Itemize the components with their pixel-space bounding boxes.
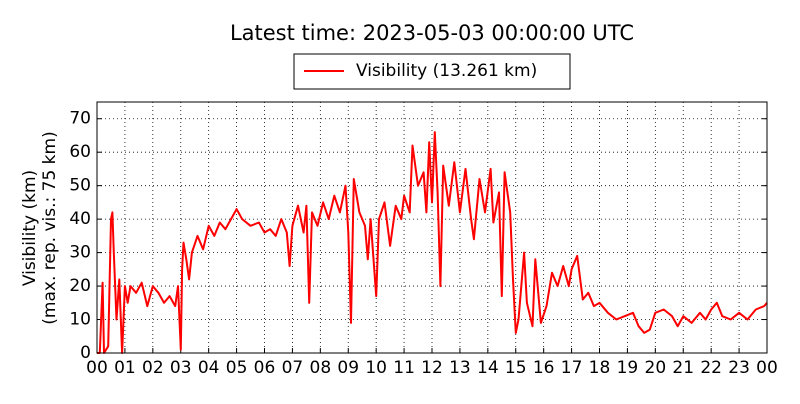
y-tick-label: 40 — [69, 209, 91, 229]
y-tick-label: 20 — [69, 276, 91, 296]
x-tick-label: 07 — [282, 358, 304, 378]
x-tick-label: 17 — [561, 358, 583, 378]
y-tick-label: 10 — [69, 310, 91, 330]
plot-frame — [96, 101, 768, 354]
y-axis-label: Visibility (km) — [20, 170, 40, 286]
x-tick-label: 00 — [86, 358, 108, 378]
x-tick-label: 04 — [198, 358, 220, 378]
x-tick-label: 11 — [393, 358, 415, 378]
y-tick-label: 30 — [69, 243, 91, 263]
y-tick-label: 50 — [69, 176, 91, 196]
y-tick-label: 0 — [80, 343, 91, 363]
x-tick-label: 15 — [505, 358, 527, 378]
x-tick-label: 23 — [728, 358, 750, 378]
x-tick-label: 02 — [142, 358, 164, 378]
x-tick-label: 00 — [756, 358, 778, 378]
y-axis-label: (max. rep. vis.: 75 km) — [40, 131, 60, 324]
x-tick-label: 20 — [645, 358, 667, 378]
x-tick-label: 03 — [170, 358, 192, 378]
x-tick-label: 21 — [672, 358, 694, 378]
x-tick-label: 14 — [477, 358, 499, 378]
x-tick-label: 19 — [617, 358, 639, 378]
x-tick-label: 08 — [310, 358, 332, 378]
x-tick-label: 01 — [114, 358, 136, 378]
x-tick-label: 06 — [254, 358, 276, 378]
x-tick-label: 10 — [365, 358, 387, 378]
x-tick-label: 18 — [589, 358, 611, 378]
x-tick-label: 13 — [449, 358, 471, 378]
y-tick-label: 70 — [69, 109, 91, 129]
x-tick-label: 16 — [533, 358, 555, 378]
y-tick-label: 60 — [69, 142, 91, 162]
x-tick-label: 05 — [226, 358, 248, 378]
x-tick-label: 09 — [337, 358, 359, 378]
chart-title: Latest time: 2023-05-03 00:00:00 UTC — [230, 21, 634, 45]
legend-label: Visibility (13.261 km) — [356, 61, 537, 81]
data-line — [97, 131, 768, 354]
x-tick-label: 22 — [700, 358, 722, 378]
x-tick-label: 12 — [421, 358, 443, 378]
